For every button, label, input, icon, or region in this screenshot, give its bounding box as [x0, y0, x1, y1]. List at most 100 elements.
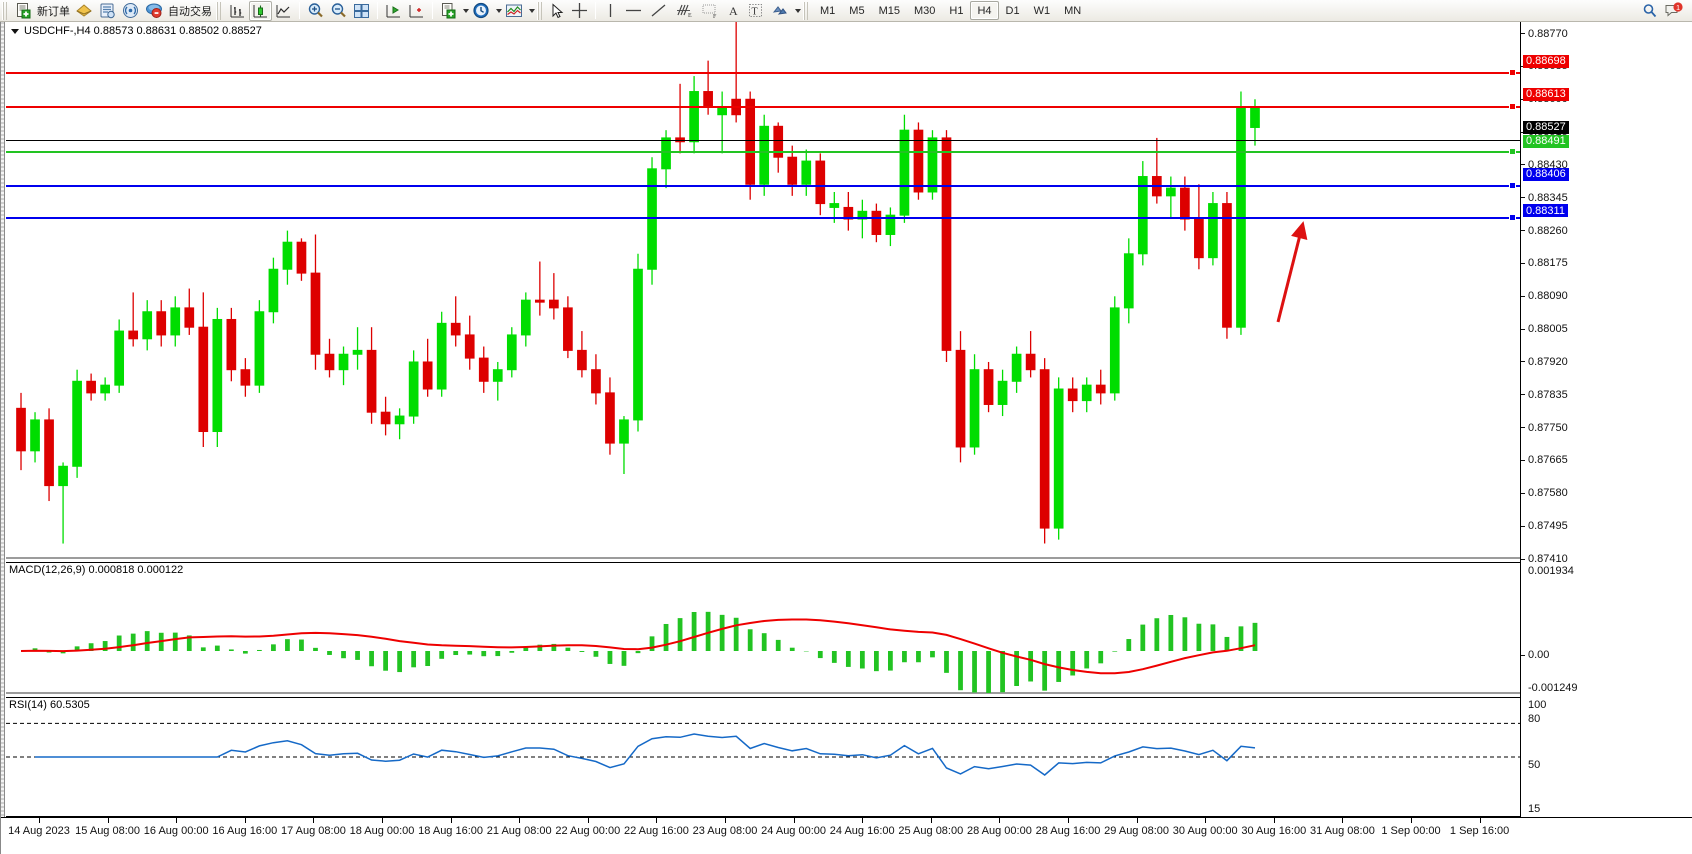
level-line-bid[interactable]	[6, 151, 1520, 153]
candlestick-chart-icon[interactable]	[249, 0, 272, 21]
price-label-support-lower[interactable]: 0.88311	[1523, 204, 1568, 218]
period-dropdown-caret[interactable]	[496, 8, 502, 13]
level-handle-resistance-lower[interactable]	[1509, 103, 1516, 110]
time-tick	[1205, 818, 1207, 823]
text-label-icon[interactable]: A	[723, 1, 744, 21]
chart-menu-caret-icon[interactable]	[11, 28, 19, 34]
timeframe-m1[interactable]: M1	[820, 4, 836, 17]
symbol-ohlc-label: USDCHF-,H4 0.88573 0.88631 0.88502 0.885…	[24, 25, 262, 37]
tile-windows-icon[interactable]	[350, 1, 373, 21]
timeframe-m30[interactable]: M30	[913, 4, 936, 17]
level-line-current-price	[6, 140, 1520, 141]
time-tick	[176, 818, 178, 823]
time-tick-label: 14 Aug 2023	[8, 825, 70, 837]
price-tick: 0.88090	[1521, 290, 1568, 302]
rsi-scale-label: 80	[1528, 713, 1541, 725]
time-tick-label: 23 Aug 08:00	[692, 825, 758, 837]
indicators-icon[interactable]	[502, 1, 526, 21]
time-scale[interactable]: 14 Aug 2023 15 Aug 08:00 16 Aug 00:00 16 Au…	[1, 817, 1692, 854]
toolbar-grip-4[interactable]	[803, 1, 810, 20]
price-scale[interactable]: 0.887700.886850.886000.885150.884300.883…	[1520, 22, 1692, 817]
signals-button[interactable]	[119, 1, 142, 21]
time-tick	[1411, 818, 1412, 823]
timeframe-h1[interactable]: H1	[949, 4, 964, 17]
price-tick: 0.87835	[1521, 389, 1568, 401]
price-label-bid-line[interactable]: 0.88491	[1523, 134, 1569, 148]
indicators-dropdown-caret[interactable]	[529, 8, 535, 13]
crosshair-icon[interactable]	[568, 1, 591, 21]
new-order-button[interactable]	[12, 1, 35, 21]
auto-scroll-icon[interactable]	[405, 1, 428, 21]
level-handle-support-upper[interactable]	[1509, 182, 1516, 189]
toolbar-grip-1[interactable]	[2, 1, 9, 20]
rsi-pane[interactable]: RSI(14) 60.5305	[6, 697, 1520, 817]
zoom-in-icon[interactable]	[304, 1, 327, 21]
level-handle-resistance-upper[interactable]	[1509, 69, 1516, 76]
price-pane[interactable]: USDCHF-,H4 0.88573 0.88631 0.88502 0.885…	[6, 22, 1520, 559]
shapes-dropdown-caret[interactable]	[795, 8, 801, 13]
timeframe-mn[interactable]: MN	[1064, 4, 1082, 17]
price-tick-label: 0.87410	[1528, 553, 1568, 565]
timeframe-h4[interactable]: H4	[970, 1, 999, 20]
timeframe-m5[interactable]: M5	[849, 4, 865, 17]
alert-badge-count: 1	[1676, 3, 1680, 12]
price-tick-label: 0.87750	[1528, 421, 1568, 434]
level-line-resistance-upper[interactable]	[6, 72, 1520, 74]
time-tick	[1342, 818, 1344, 823]
chart-shift-icon[interactable]	[382, 1, 405, 21]
level-handle-support-lower[interactable]	[1509, 214, 1516, 221]
time-tick-label: 1 Sep 00:00	[1381, 825, 1441, 837]
search-icon[interactable]	[1639, 1, 1661, 21]
price-label-resistance-upper[interactable]: 0.88698	[1523, 54, 1569, 68]
zoom-out-icon[interactable]	[327, 1, 350, 21]
time-tick-label: 1 Sep 16:00	[1449, 825, 1510, 837]
horizontal-line-icon[interactable]	[621, 1, 646, 21]
timeframe-m15[interactable]: M15	[878, 4, 900, 17]
fibonacci-icon[interactable]: E	[671, 1, 697, 21]
price-tick: 0.88345	[1521, 192, 1568, 204]
shapes-icon[interactable]	[767, 1, 792, 21]
time-tick-label: 28 Aug 00:00	[966, 825, 1032, 837]
level-line-resistance-lower[interactable]	[6, 106, 1520, 108]
text-box-icon[interactable]: T	[744, 1, 767, 21]
equidistant-channel-icon[interactable]: F	[697, 1, 723, 21]
chart-left-rail	[1, 22, 5, 832]
time-tick	[1273, 818, 1275, 823]
time-tick-label: 16 Aug 16:00	[212, 825, 278, 837]
new-order-label[interactable]: 新订单	[37, 5, 70, 18]
timeframe-d1[interactable]: D1	[1005, 4, 1020, 17]
macd-scale-tick: -0.001249	[1521, 682, 1578, 694]
data-window-button[interactable]	[96, 1, 119, 21]
timeframe-w1[interactable]: W1	[1033, 4, 1051, 17]
vertical-line-icon[interactable]	[600, 1, 621, 21]
alerts-icon[interactable]: 1	[1661, 1, 1686, 21]
new-chart-icon[interactable]	[437, 1, 460, 21]
price-tick-label: 0.88345	[1528, 191, 1568, 204]
price-label-current-price[interactable]: 0.88527	[1523, 120, 1569, 134]
price-label-resistance-lower[interactable]: 0.88613	[1523, 87, 1569, 101]
time-tick	[862, 818, 864, 823]
svg-text:A: A	[729, 4, 738, 18]
trendline-icon[interactable]	[646, 1, 671, 21]
macd-pane[interactable]: MACD(12,26,9) 0.000818 0.000122	[6, 562, 1520, 694]
chart-container[interactable]: USDCHF-,H4 0.88573 0.88631 0.88502 0.885…	[0, 22, 1692, 854]
line-chart-icon[interactable]	[272, 1, 295, 21]
expert-advisor-button[interactable]	[72, 1, 96, 21]
level-line-support-upper[interactable]	[6, 185, 1520, 187]
cursor-icon[interactable]	[547, 1, 568, 21]
period-clock-icon[interactable]	[469, 1, 493, 21]
toolbar-grip-3[interactable]	[537, 1, 544, 20]
chart-header: USDCHF-,H4 0.88573 0.88631 0.88502 0.885…	[11, 24, 262, 38]
autotrading-label[interactable]: 自动交易	[168, 5, 212, 18]
autotrading-button[interactable]	[142, 1, 166, 21]
new-chart-dropdown-caret[interactable]	[463, 8, 469, 13]
level-handle-bid[interactable]	[1509, 148, 1516, 155]
time-tick	[519, 818, 521, 823]
rsi-scale-label: 100	[1528, 699, 1547, 711]
bar-chart-icon[interactable]	[226, 1, 249, 21]
toolbar-grip-2[interactable]	[216, 1, 223, 20]
time-tick	[930, 818, 932, 823]
price-label-support-upper[interactable]: 0.88406	[1523, 167, 1569, 181]
level-line-support-lower[interactable]	[6, 217, 1520, 219]
